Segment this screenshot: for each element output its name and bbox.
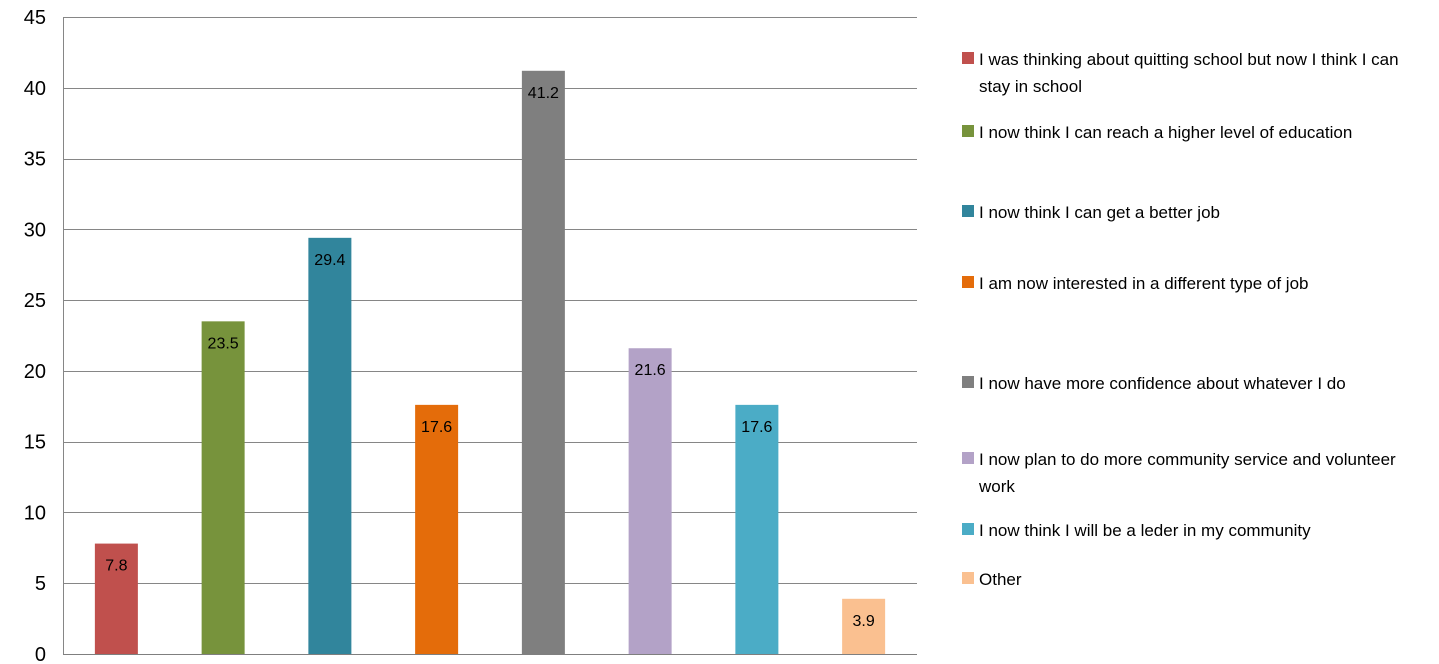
y-tick-label: 20 [24,361,46,383]
bar [735,404,779,654]
bar [628,348,672,654]
bar [415,404,459,654]
data-label: 3.9 [853,613,875,630]
legend-swatch [962,376,974,388]
y-tick-label: 30 [24,219,46,241]
legend-item: I now plan to do more community service … [962,446,1432,500]
legend-label: I am now interested in a different type … [979,274,1309,293]
bar [94,543,138,654]
legend-item: I now have more confidence about whateve… [962,370,1432,397]
legend-item: I now think I will be a leder in my comm… [962,517,1432,544]
legend-item: I was thinking about quitting school but… [962,46,1432,100]
legend-label: Other [979,570,1022,589]
y-tick-label: 25 [24,290,46,312]
y-tick-label: 5 [35,573,46,595]
data-label: 23.5 [208,335,239,352]
y-tick-label: 0 [35,644,46,664]
y-tick-label: 10 [24,502,46,524]
legend-swatch [962,205,974,217]
gridlines [63,17,917,655]
legend-item: I now think I can reach a higher level o… [962,119,1432,146]
legend-label: I now have more confidence about whateve… [979,374,1346,393]
bar [842,598,886,654]
legend-swatch [962,572,974,584]
data-label: 7.8 [105,558,127,575]
y-axis-tick-labels: 0 5 10 15 20 25 30 35 40 45 [24,7,46,664]
bar [201,321,245,654]
legend-label: I now think I can reach a higher level o… [979,123,1353,142]
legend-label: I now think I will be a leder in my comm… [979,521,1311,540]
data-label: 41.2 [528,85,559,102]
legend-item: Other [962,566,1432,593]
legend-swatch [962,276,974,288]
y-tick-label: 45 [24,7,46,29]
legend-swatch [962,523,974,535]
data-labels: 7.8 23.5 29.4 17.6 41.2 21.6 17.6 3.9 [105,85,875,630]
data-label: 17.6 [421,419,452,436]
bar [308,237,352,654]
legend-item: I now think I can get a better job [962,199,1432,226]
y-tick-label: 15 [24,432,46,454]
data-label: 29.4 [314,252,345,269]
legend-label: I now think I can get a better job [979,203,1220,222]
data-label: 21.6 [635,362,666,379]
bar [521,70,565,654]
y-tick-label: 35 [24,149,46,171]
legend-item: I am now interested in a different type … [962,270,1432,297]
legend-label: I now plan to do more community service … [979,450,1396,496]
legend-swatch [962,452,974,464]
legend-swatch [962,52,974,64]
legend-swatch [962,125,974,137]
legend-label: I was thinking about quitting school but… [979,50,1399,96]
legend: I was thinking about quitting school but… [962,0,1432,664]
data-label: 17.6 [741,419,772,436]
y-tick-label: 40 [24,78,46,100]
bars [94,70,886,654]
